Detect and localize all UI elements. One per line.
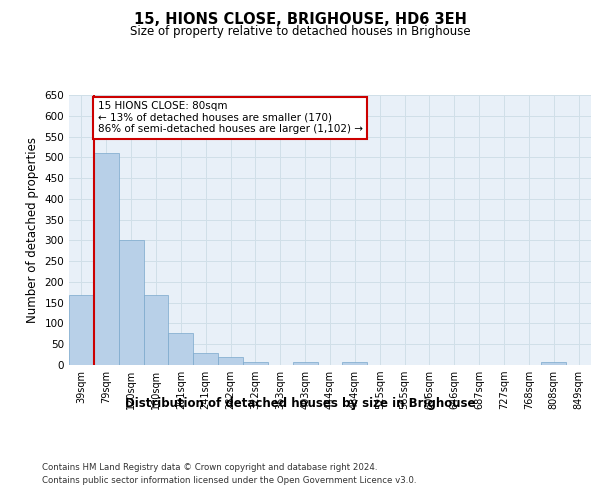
Bar [143, 295, 169, 365]
Text: 15 HIONS CLOSE: 80sqm
← 13% of detached houses are smaller (170)
86% of semi-det: 15 HIONS CLOSE: 80sqm ← 13% of detached … [98, 101, 362, 134]
Bar [218, 356, 243, 365]
Bar [541, 362, 566, 365]
Text: Contains public sector information licensed under the Open Government Licence v3: Contains public sector information licen… [42, 476, 416, 485]
Text: Size of property relative to detached houses in Brighouse: Size of property relative to detached ho… [130, 25, 470, 38]
Text: Distribution of detached houses by size in Brighouse: Distribution of detached houses by size … [125, 398, 475, 410]
Bar [293, 362, 317, 365]
Bar [119, 240, 143, 365]
Bar [343, 362, 367, 365]
Bar [243, 362, 268, 365]
Y-axis label: Number of detached properties: Number of detached properties [26, 137, 39, 323]
Bar [94, 153, 119, 365]
Bar [193, 352, 218, 365]
Bar [69, 295, 94, 365]
Text: 15, HIONS CLOSE, BRIGHOUSE, HD6 3EH: 15, HIONS CLOSE, BRIGHOUSE, HD6 3EH [134, 12, 466, 28]
Text: Contains HM Land Registry data © Crown copyright and database right 2024.: Contains HM Land Registry data © Crown c… [42, 462, 377, 471]
Bar [169, 332, 193, 365]
